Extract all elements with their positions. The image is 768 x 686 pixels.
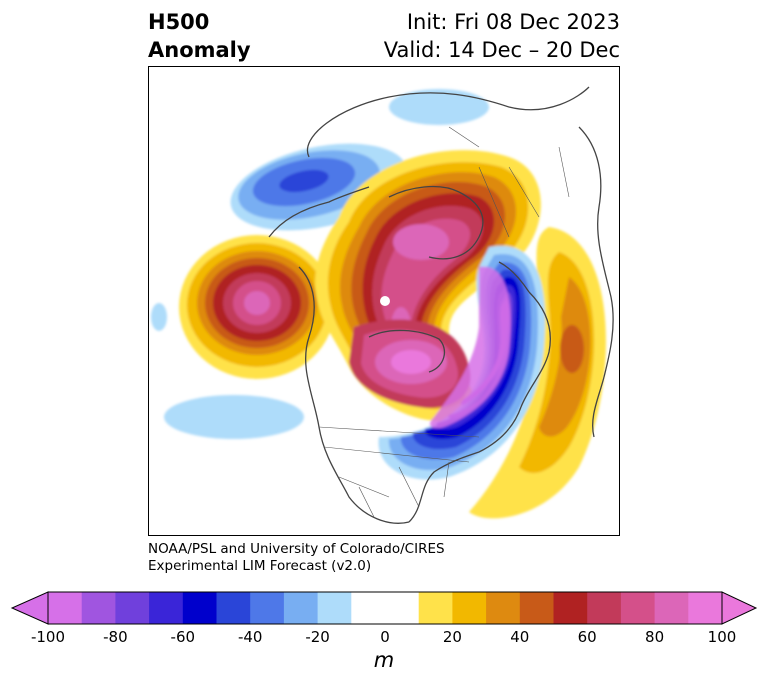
colorbar-cell	[654, 592, 689, 624]
colorbar-cell	[418, 592, 453, 624]
colorbar-tick-label: 80	[645, 628, 665, 646]
colorbar-cell	[486, 592, 521, 624]
colorbar-under-arrow	[10, 591, 49, 625]
coastlines	[268, 86, 614, 524]
title-line-2: Anomaly	[148, 38, 251, 62]
colorbar-cell	[115, 592, 150, 624]
colorbar-tick-label: 60	[577, 628, 597, 646]
colorbar-cell	[48, 592, 83, 624]
colorbar-cell	[385, 592, 420, 624]
colorbar	[10, 591, 758, 625]
colorbar-unit: m	[373, 648, 395, 672]
colorbar-tick-label: 0	[380, 628, 390, 646]
colorbar-tick-label: 100	[707, 628, 737, 646]
title-line-1: H500	[148, 10, 210, 34]
colorbar-cell	[283, 592, 319, 624]
anomaly-contours	[151, 89, 607, 519]
credit-line-2: Experimental LIM Forecast (v2.0)	[148, 558, 372, 574]
colorbar-tick-label: 40	[510, 628, 530, 646]
neg-anomaly-top	[389, 89, 489, 125]
colorbar-tick-label: -80	[103, 628, 128, 646]
colorbar-cell	[317, 592, 352, 624]
credit-line-1: NOAA/PSL and University of Colorado/CIRE…	[148, 541, 445, 557]
colorbar-cell	[620, 592, 656, 624]
colorbar-cell	[587, 592, 622, 624]
colorbar-cells	[48, 592, 723, 624]
neg-anomaly-sw	[164, 395, 304, 439]
init-date: Init: Fri 08 Dec 2023	[406, 10, 620, 34]
colorbar-cell	[688, 592, 723, 624]
colorbar-cell	[351, 592, 386, 624]
colorbar-cell	[149, 592, 184, 624]
colorbar-over-arrow	[721, 591, 758, 625]
map-title: H500 Anomaly	[148, 8, 251, 64]
anomaly-map-canvas	[151, 86, 614, 524]
colorbar-tick-label: -100	[30, 628, 66, 646]
colorbar-cell	[250, 592, 285, 624]
colorbar-cell	[216, 592, 251, 624]
date-info: Init: Fri 08 Dec 2023 Valid: 14 Dec – 20…	[384, 8, 620, 64]
colorbar-tick-label: -40	[237, 628, 263, 646]
colorbar-cell	[553, 592, 588, 624]
credit-text: NOAA/PSL and University of Colorado/CIRE…	[148, 541, 445, 575]
colorbar-tick-label: -60	[170, 628, 196, 646]
colorbar-tick-label: 20	[442, 628, 462, 646]
colorbar-tick-label: -20	[305, 628, 330, 646]
colorbar-cell	[182, 592, 217, 624]
pole-marker	[380, 296, 390, 306]
borders	[318, 126, 570, 518]
colorbar-cell	[452, 592, 487, 624]
colorbar-cell	[81, 592, 116, 624]
colorbar-cell	[519, 592, 554, 624]
valid-dates: Valid: 14 Dec – 20 Dec	[383, 38, 620, 62]
anomaly-map	[148, 66, 620, 536]
